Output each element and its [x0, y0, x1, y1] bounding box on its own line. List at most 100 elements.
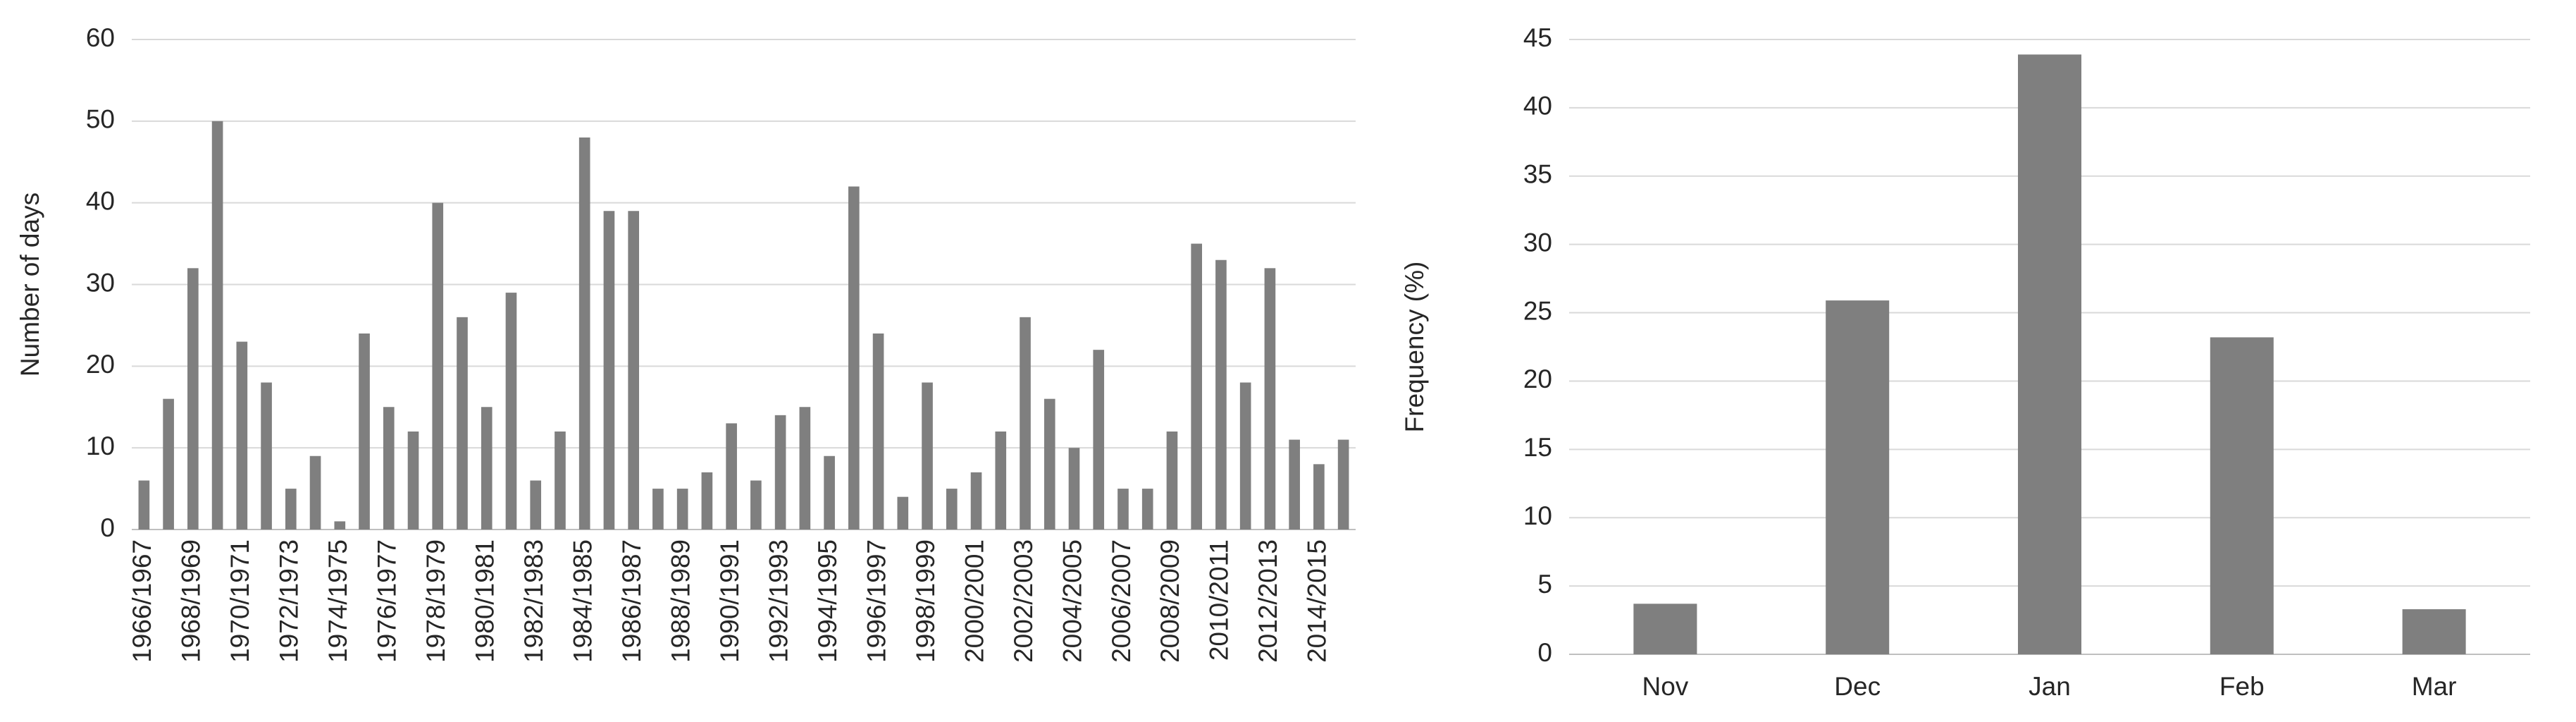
bar: [1264, 268, 1276, 530]
bar: [555, 432, 566, 530]
x-tick-label: 2006/2007: [1107, 539, 1136, 663]
bar: [334, 521, 346, 530]
bar: [236, 341, 248, 530]
bar: [701, 472, 713, 530]
x-tick-label: 1974/1975: [323, 539, 352, 663]
y-tick-label: 20: [1523, 365, 1552, 393]
bar: [285, 489, 297, 530]
y-tick-label: 45: [1523, 23, 1552, 52]
bar: [1826, 300, 1890, 654]
bar: [1141, 489, 1153, 530]
bar: [383, 407, 395, 530]
bar: [799, 407, 811, 530]
x-tick-label: 2014/2015: [1303, 539, 1332, 663]
y-tick-label: 10: [86, 432, 115, 460]
x-tick-label: 1966/1967: [128, 539, 156, 663]
y-tick-label: 30: [1523, 228, 1552, 257]
x-tick-label: 2012/2013: [1253, 539, 1282, 663]
bar: [750, 480, 762, 530]
bar: [1191, 243, 1203, 530]
bar: [726, 423, 737, 530]
bar: [1215, 259, 1227, 530]
x-tick-label: Dec: [1834, 672, 1881, 701]
x-tick-label: 2010/2011: [1205, 539, 1234, 661]
bar: [922, 382, 933, 530]
y-tick-label: 50: [86, 105, 115, 134]
x-tick-label: 1994/1995: [813, 539, 842, 663]
y-tick-label: 5: [1537, 570, 1552, 599]
bar: [628, 211, 639, 530]
x-tick-label: 1980/1981: [471, 539, 500, 663]
bar: [187, 268, 199, 530]
x-tick-label: 2008/2009: [1156, 539, 1184, 663]
bar: [2402, 609, 2466, 654]
x-tick-label: 1968/1969: [177, 539, 206, 663]
x-tick-label: 1996/1997: [862, 539, 891, 663]
y-tick-label: 15: [1523, 433, 1552, 462]
x-tick-label: 1976/1977: [373, 539, 402, 663]
x-tick-label: 1982/1983: [519, 539, 548, 663]
x-tick-label: 1984/1985: [568, 539, 597, 663]
bar: [432, 202, 444, 530]
bar: [309, 455, 321, 530]
x-tick-label: Nov: [1642, 672, 1688, 701]
bar: [1020, 317, 1031, 530]
bar: [481, 407, 493, 530]
bar: [995, 432, 1007, 530]
x-tick-label: 1986/1987: [617, 539, 646, 663]
bar: [138, 480, 150, 530]
bar: [1068, 448, 1080, 530]
x-tick-label: Feb: [2219, 672, 2265, 701]
bar: [163, 398, 174, 530]
y-tick-label: 30: [86, 268, 115, 297]
bar: [505, 293, 517, 530]
x-tick-label: 1988/1989: [666, 539, 695, 663]
bar: [970, 472, 982, 530]
bar: [1239, 382, 1251, 530]
x-tick-label: Mar: [2412, 672, 2457, 701]
bar: [1117, 489, 1129, 530]
bar: [1044, 398, 1055, 530]
bar: [897, 496, 909, 530]
x-tick-label: Jan: [2029, 672, 2071, 701]
bar: [211, 121, 223, 530]
x-tick-label: 2000/2001: [960, 539, 989, 663]
y-tick-label: 0: [100, 513, 115, 542]
y-tick-label: 0: [1537, 638, 1552, 667]
bar: [1633, 604, 1697, 654]
x-tick-label: 1998/1999: [911, 539, 940, 663]
bar: [2210, 337, 2274, 654]
bar: [1166, 432, 1178, 530]
bar: [359, 334, 370, 530]
x-tick-label: 2004/2005: [1058, 539, 1086, 663]
bar: [652, 489, 664, 530]
bar: [1093, 350, 1105, 530]
y-tick-label: 10: [1523, 501, 1552, 530]
bar: [457, 317, 468, 530]
bar: [824, 455, 835, 530]
bar: [603, 211, 615, 530]
bar: [1337, 439, 1349, 530]
y-axis-title: Number of days: [16, 192, 44, 377]
bar: [407, 432, 419, 530]
y-tick-label: 20: [86, 350, 115, 379]
bar: [261, 382, 272, 530]
y-tick-label: 40: [86, 186, 115, 215]
x-tick-label: 2002/2003: [1009, 539, 1038, 663]
y-tick-label: 60: [86, 23, 115, 52]
x-tick-label: 1990/1991: [715, 539, 744, 663]
bar: [578, 137, 590, 530]
x-tick-label: 1970/1971: [225, 539, 254, 663]
bar: [848, 186, 860, 530]
x-tick-label: 1972/1973: [275, 539, 304, 663]
bar: [530, 480, 542, 530]
y-tick-label: 40: [1523, 92, 1552, 121]
bar: [1289, 439, 1300, 530]
x-tick-label: 1992/1993: [764, 539, 793, 663]
y-axis-title: Frequency (%): [1400, 262, 1429, 433]
bar: [676, 489, 688, 530]
bar: [872, 334, 884, 530]
bar: [946, 489, 958, 530]
x-tick-label: 1978/1979: [421, 539, 450, 663]
